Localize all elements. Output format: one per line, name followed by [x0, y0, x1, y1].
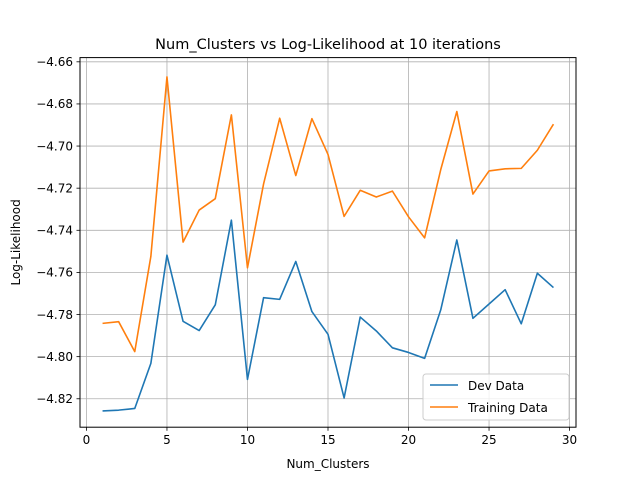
legend-label-dev-data: Dev Data [468, 379, 524, 393]
data-point-dev-data [424, 358, 425, 359]
data-point-dev-data [553, 287, 554, 288]
y-tick-label: −4.66 [36, 55, 73, 69]
series-line-dev-data [102, 219, 554, 412]
data-point-dev-data [199, 330, 200, 331]
legend-label-training-data: Training Data [467, 401, 548, 415]
data-point-dev-data [150, 363, 151, 364]
y-tick-label: −4.80 [36, 350, 73, 364]
data-point-training-data [472, 193, 473, 194]
data-point-dev-data [118, 410, 119, 411]
data-point-dev-data [327, 334, 328, 335]
data-point-dev-data [505, 289, 506, 290]
x-axis-title: Num_Clusters [286, 457, 369, 471]
data-point-training-data [215, 198, 216, 199]
data-point-dev-data [263, 297, 264, 298]
data-point-dev-data [360, 316, 361, 317]
data-point-dev-data [440, 309, 441, 310]
data-point-training-data [424, 237, 425, 238]
data-point-dev-data [456, 239, 457, 240]
data-point-training-data [279, 118, 280, 119]
y-tick-label: −4.72 [36, 181, 73, 195]
data-point-training-data [231, 114, 232, 115]
data-point-training-data [505, 168, 506, 169]
data-point-dev-data [408, 352, 409, 353]
y-tick-label: −4.70 [36, 139, 73, 153]
x-tick-label: 25 [481, 433, 496, 447]
data-point-training-data [360, 190, 361, 191]
data-point-training-data [456, 111, 457, 112]
data-point-training-data [182, 241, 183, 242]
x-tick-label: 30 [562, 433, 577, 447]
data-point-training-data [376, 196, 377, 197]
y-tick-label: −4.74 [36, 224, 73, 238]
data-point-dev-data [521, 323, 522, 324]
data-point-training-data [263, 183, 264, 184]
data-point-dev-data [102, 410, 103, 411]
data-point-dev-data [231, 220, 232, 221]
data-point-dev-data [247, 379, 248, 380]
data-point-training-data [102, 323, 103, 324]
data-point-training-data [118, 321, 119, 322]
data-point-dev-data [215, 304, 216, 305]
grid [80, 57, 576, 428]
x-tick-label: 0 [83, 433, 91, 447]
x-tick-label: 20 [401, 433, 416, 447]
data-point-dev-data [166, 255, 167, 256]
data-point-dev-data [311, 311, 312, 312]
data-point-training-data [166, 76, 167, 77]
data-point-training-data [199, 209, 200, 210]
legend: Dev Data Training Data [422, 373, 570, 421]
data-point-training-data [521, 168, 522, 169]
series-group [102, 76, 555, 412]
data-point-dev-data [376, 330, 377, 331]
data-point-training-data [537, 150, 538, 151]
data-point-training-data [344, 216, 345, 217]
y-axis-title: Log-Likelihood [9, 199, 23, 285]
data-point-training-data [440, 169, 441, 170]
y-tick-label: −4.76 [36, 266, 73, 280]
x-tick-label: 5 [163, 433, 171, 447]
ticks: 0 5 10 15 20 25 30 −4.82 −4.80 −4.78 −4.76 −4.74 −4.… [36, 55, 577, 447]
data-point-training-data [327, 154, 328, 155]
x-tick-label: 10 [240, 433, 255, 447]
data-point-training-data [150, 256, 151, 257]
y-tick-label: −4.78 [36, 308, 73, 322]
data-point-dev-data [182, 321, 183, 322]
data-point-dev-data [488, 303, 489, 304]
series-line-training-data [102, 76, 555, 353]
data-point-training-data [311, 118, 312, 119]
data-point-training-data [408, 216, 409, 217]
data-point-dev-data [295, 261, 296, 262]
data-point-dev-data [344, 397, 345, 398]
data-point-dev-data [134, 408, 135, 409]
data-point-training-data [247, 267, 248, 268]
data-point-dev-data [537, 273, 538, 274]
data-point-dev-data [279, 299, 280, 300]
data-point-training-data [553, 124, 554, 125]
y-tick-label: −4.82 [36, 392, 73, 406]
data-point-training-data [488, 170, 489, 171]
legend-box [422, 373, 570, 421]
y-tick-label: −4.68 [36, 97, 73, 111]
data-point-training-data [134, 351, 135, 352]
data-point-training-data [392, 191, 393, 192]
x-tick-label: 15 [320, 433, 335, 447]
data-point-dev-data [472, 318, 473, 319]
data-point-training-data [295, 175, 296, 176]
data-point-dev-data [392, 347, 393, 348]
chart-title: Num_Clusters vs Log-Likelihood at 10 ite… [155, 37, 501, 53]
